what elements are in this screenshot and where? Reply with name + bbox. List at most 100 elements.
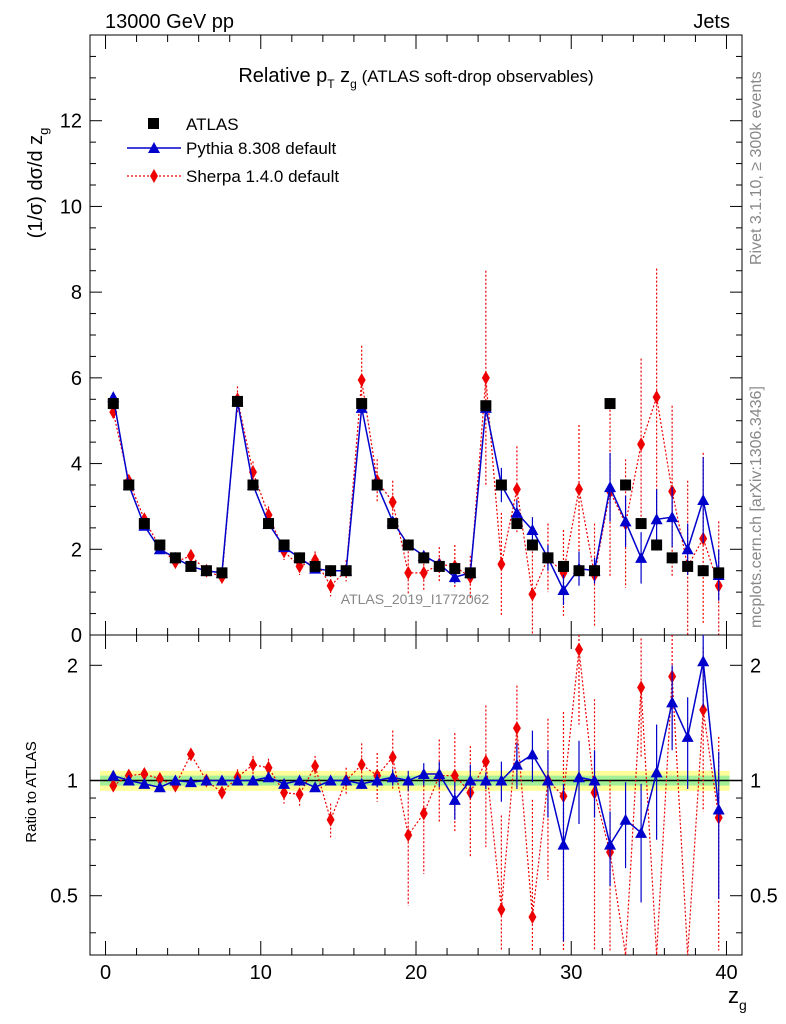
data-point [419, 565, 428, 580]
data-point [294, 552, 306, 564]
ratio-point [280, 785, 289, 800]
main-data-points [107, 268, 725, 635]
ratio-point [604, 838, 617, 850]
ratio-point [510, 758, 523, 770]
ratio-point [324, 774, 337, 786]
data-point [557, 560, 569, 572]
ratio-xtick-label: 20 [405, 962, 427, 984]
data-point [650, 513, 663, 525]
ratio-ytick-label-right: 1 [750, 771, 761, 793]
legend-entry-pythia: Pythia 8.308 default [127, 139, 337, 158]
data-point [542, 552, 554, 564]
data-point [278, 539, 290, 551]
data-point [356, 398, 368, 410]
plot-title: Relative pT zg (ATLAS soft-drop observab… [238, 65, 593, 91]
data-point [123, 479, 135, 491]
ratio-ytick-label-right: 2 [750, 655, 761, 677]
ratio-point [200, 774, 213, 786]
title-sub-g: g [350, 77, 357, 91]
data-point [697, 494, 710, 505]
data-point [185, 560, 197, 572]
ratio-point [575, 642, 583, 657]
data-point [247, 479, 259, 491]
ratio-point [526, 748, 539, 760]
ratio-point [215, 774, 228, 786]
legend-atlas-label: ATLAS [186, 115, 239, 134]
data-point [713, 567, 725, 579]
xlabel-text: z [728, 983, 739, 1008]
ratio-point [293, 774, 306, 786]
data-point [666, 552, 678, 564]
data-point [387, 518, 399, 530]
analysis-watermark: ATLAS_2019_I1772062 [341, 591, 490, 607]
ratio-plot-frame [89, 634, 743, 956]
data-point [325, 565, 337, 577]
ratio-point [573, 771, 585, 783]
ratio-sherpa-line [112, 649, 720, 956]
ratio-point [404, 828, 413, 843]
ratio-series-triangle [107, 635, 725, 942]
data-point [682, 560, 694, 572]
data-point [635, 551, 648, 563]
data-point [619, 515, 632, 527]
ratio-point [528, 909, 537, 924]
data-point [589, 565, 601, 577]
ratio-uncertainty-bands [90, 770, 742, 791]
ratio-point [588, 774, 601, 786]
ratio-point [309, 781, 322, 793]
ratio-point [217, 785, 226, 800]
ratio-point [326, 812, 335, 827]
data-point [620, 479, 632, 491]
legend-entry-sherpa: Sherpa 1.4.0 default [127, 167, 339, 186]
main-ytick-label: 0 [71, 625, 82, 647]
ratio-series-diamond [109, 635, 723, 956]
data-point [154, 539, 166, 551]
data-point [402, 539, 414, 551]
data-point [666, 511, 679, 523]
data-point [604, 398, 616, 410]
data-point [528, 587, 537, 602]
ratio-point [495, 774, 508, 786]
data-point [480, 400, 492, 412]
data-point [497, 557, 506, 572]
series-diamond [109, 268, 723, 635]
ratio-point [450, 768, 459, 783]
ratio-point [512, 721, 521, 736]
ratio-point [388, 750, 397, 765]
data-point [651, 539, 663, 551]
ratio-axis-ticks: 0.5 0.51 12 20 10 20 30 40 [50, 635, 778, 984]
ratio-point [109, 778, 118, 793]
ratio-point [231, 774, 244, 786]
main-ytick-label: 10 [60, 196, 82, 218]
ratio-point [699, 702, 708, 717]
ratio-xtick-label: 30 [560, 962, 582, 984]
ratio-point [153, 781, 166, 793]
title-sub-t: T [327, 77, 335, 91]
ratio-ytick-label-right: 0.5 [750, 886, 778, 908]
ratio-point [650, 766, 663, 778]
data-point [526, 524, 539, 535]
ratio-xlabel: zg [728, 983, 747, 1013]
data-point [681, 543, 694, 555]
main-ylabel-sub: g [36, 128, 51, 135]
data-point [511, 518, 523, 530]
main-ytick-label: 4 [71, 454, 82, 476]
ratio-point [497, 902, 506, 917]
ratio-point [419, 806, 428, 821]
ratio-point [122, 774, 135, 786]
ratio-point [464, 774, 477, 786]
data-point [575, 482, 583, 497]
data-point [138, 518, 150, 530]
main-ytick-label: 8 [71, 282, 82, 304]
ratio-ytick-label: 1 [67, 771, 78, 793]
data-point [557, 584, 570, 595]
title-tail: (ATLAS soft-drop observables) [357, 67, 594, 86]
legend-entry-atlas: ATLAS [148, 115, 239, 134]
data-point [186, 548, 195, 563]
series-square [107, 395, 725, 579]
data-point [371, 479, 383, 491]
ratio-xtick-label: 40 [715, 962, 737, 984]
ratio-point [666, 696, 679, 708]
legend-pythia-label: Pythia 8.308 default [186, 139, 337, 158]
